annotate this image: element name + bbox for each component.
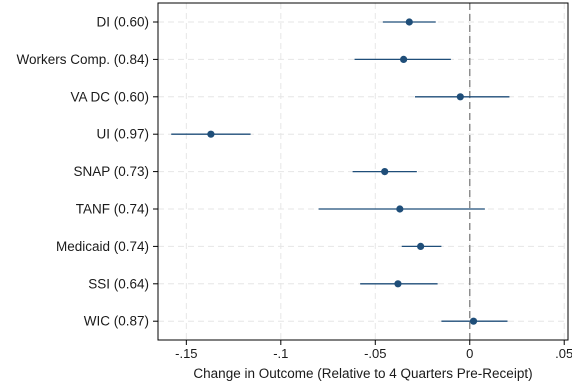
point-estimates bbox=[207, 18, 478, 325]
category-label: WIC (0.87) bbox=[84, 314, 149, 329]
y-axis-ticks bbox=[153, 21, 158, 322]
point-estimate bbox=[381, 168, 389, 176]
point-estimate bbox=[400, 55, 408, 64]
category-label: Medicaid (0.74) bbox=[56, 239, 149, 254]
point-estimate bbox=[469, 317, 478, 325]
point-estimate bbox=[396, 205, 404, 213]
category-labels: DI (0.60) Workers Comp. (0.84) VA DC (0.60… bbox=[16, 15, 149, 329]
point-estimate bbox=[417, 242, 425, 250]
point-estimate bbox=[405, 18, 413, 26]
category-label: SSI (0.64) bbox=[88, 276, 149, 291]
point-estimate bbox=[207, 130, 215, 138]
category-label: UI (0.97) bbox=[96, 127, 149, 142]
x-tick-labels: -.15 -.1 -.05 0 .05 bbox=[175, 346, 572, 361]
plot-frame bbox=[157, 2, 569, 341]
category-label: TANF (0.74) bbox=[76, 202, 149, 217]
x-tick-label: -.1 bbox=[273, 346, 288, 361]
category-label: DI (0.60) bbox=[96, 15, 149, 30]
category-label: VA DC (0.60) bbox=[70, 89, 149, 104]
category-label: Workers Comp. (0.84) bbox=[16, 52, 149, 67]
x-tick-label: -.05 bbox=[364, 346, 386, 361]
x-axis-title: Change in Outcome (Relative to 4 Quarter… bbox=[193, 366, 532, 381]
point-estimate bbox=[456, 93, 464, 101]
point-estimate bbox=[394, 280, 402, 288]
x-tick-label: .05 bbox=[555, 346, 572, 361]
x-axis-ticks bbox=[185, 340, 565, 345]
x-tick-label: 0 bbox=[466, 346, 473, 361]
category-label: SNAP (0.73) bbox=[73, 164, 149, 179]
x-tick-label: -.15 bbox=[175, 346, 197, 361]
